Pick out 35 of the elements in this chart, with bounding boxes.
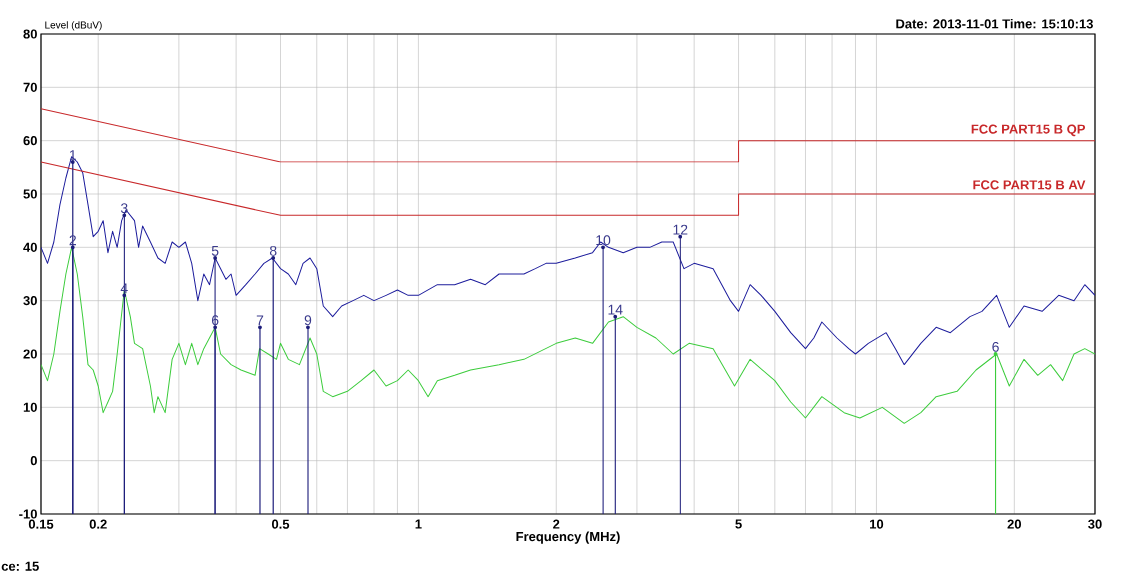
annotation: 8: [269, 245, 277, 256]
annotation: 7: [256, 315, 264, 326]
y-tick-label: 60: [23, 136, 37, 146]
y-tick-label: 10: [23, 402, 37, 412]
annotation: 3: [120, 203, 128, 214]
x-tick-label: 0.15: [28, 519, 54, 529]
y-tick-label: 50: [23, 189, 37, 199]
x-axis-title: Frequency (MHz): [516, 531, 620, 544]
annotation: 12: [673, 224, 688, 235]
annotation: 10: [596, 235, 611, 246]
series-label: FCC PART15 B AV: [973, 180, 1086, 190]
annotation: 9: [304, 315, 312, 326]
annotation: 1: [69, 150, 76, 160]
annotation: 6: [992, 341, 999, 352]
x-tick-label: 0.2: [89, 519, 107, 529]
y-tick-label: 0: [30, 456, 37, 466]
x-tick-label: 20: [1007, 519, 1022, 529]
y-tick-label: 30: [23, 296, 37, 306]
x-tick-label: 5: [735, 519, 742, 529]
x-tick-label: 2: [553, 519, 560, 529]
y-tick-label: 70: [23, 82, 37, 92]
y-axis-title: Level (dBuV): [45, 21, 102, 31]
annotation: 5: [211, 246, 219, 256]
annotation: 14: [608, 304, 623, 315]
x-tick-label: 0.5: [271, 519, 290, 529]
series-label: FCC PART15 B QP: [971, 124, 1086, 137]
y-tick-label: 20: [23, 349, 37, 359]
text: Date: 2013-11-01 Time: 15:10:13: [896, 18, 1093, 29]
x-tick-label: 10: [870, 519, 884, 529]
text: ce: 15: [1, 561, 39, 571]
y-tick-label: 40: [23, 242, 37, 252]
y-tick-label: 80: [23, 29, 37, 39]
x-tick-label: 1: [415, 519, 422, 529]
x-tick-label: 30: [1088, 519, 1102, 529]
y-tick-label: -10: [19, 509, 37, 519]
